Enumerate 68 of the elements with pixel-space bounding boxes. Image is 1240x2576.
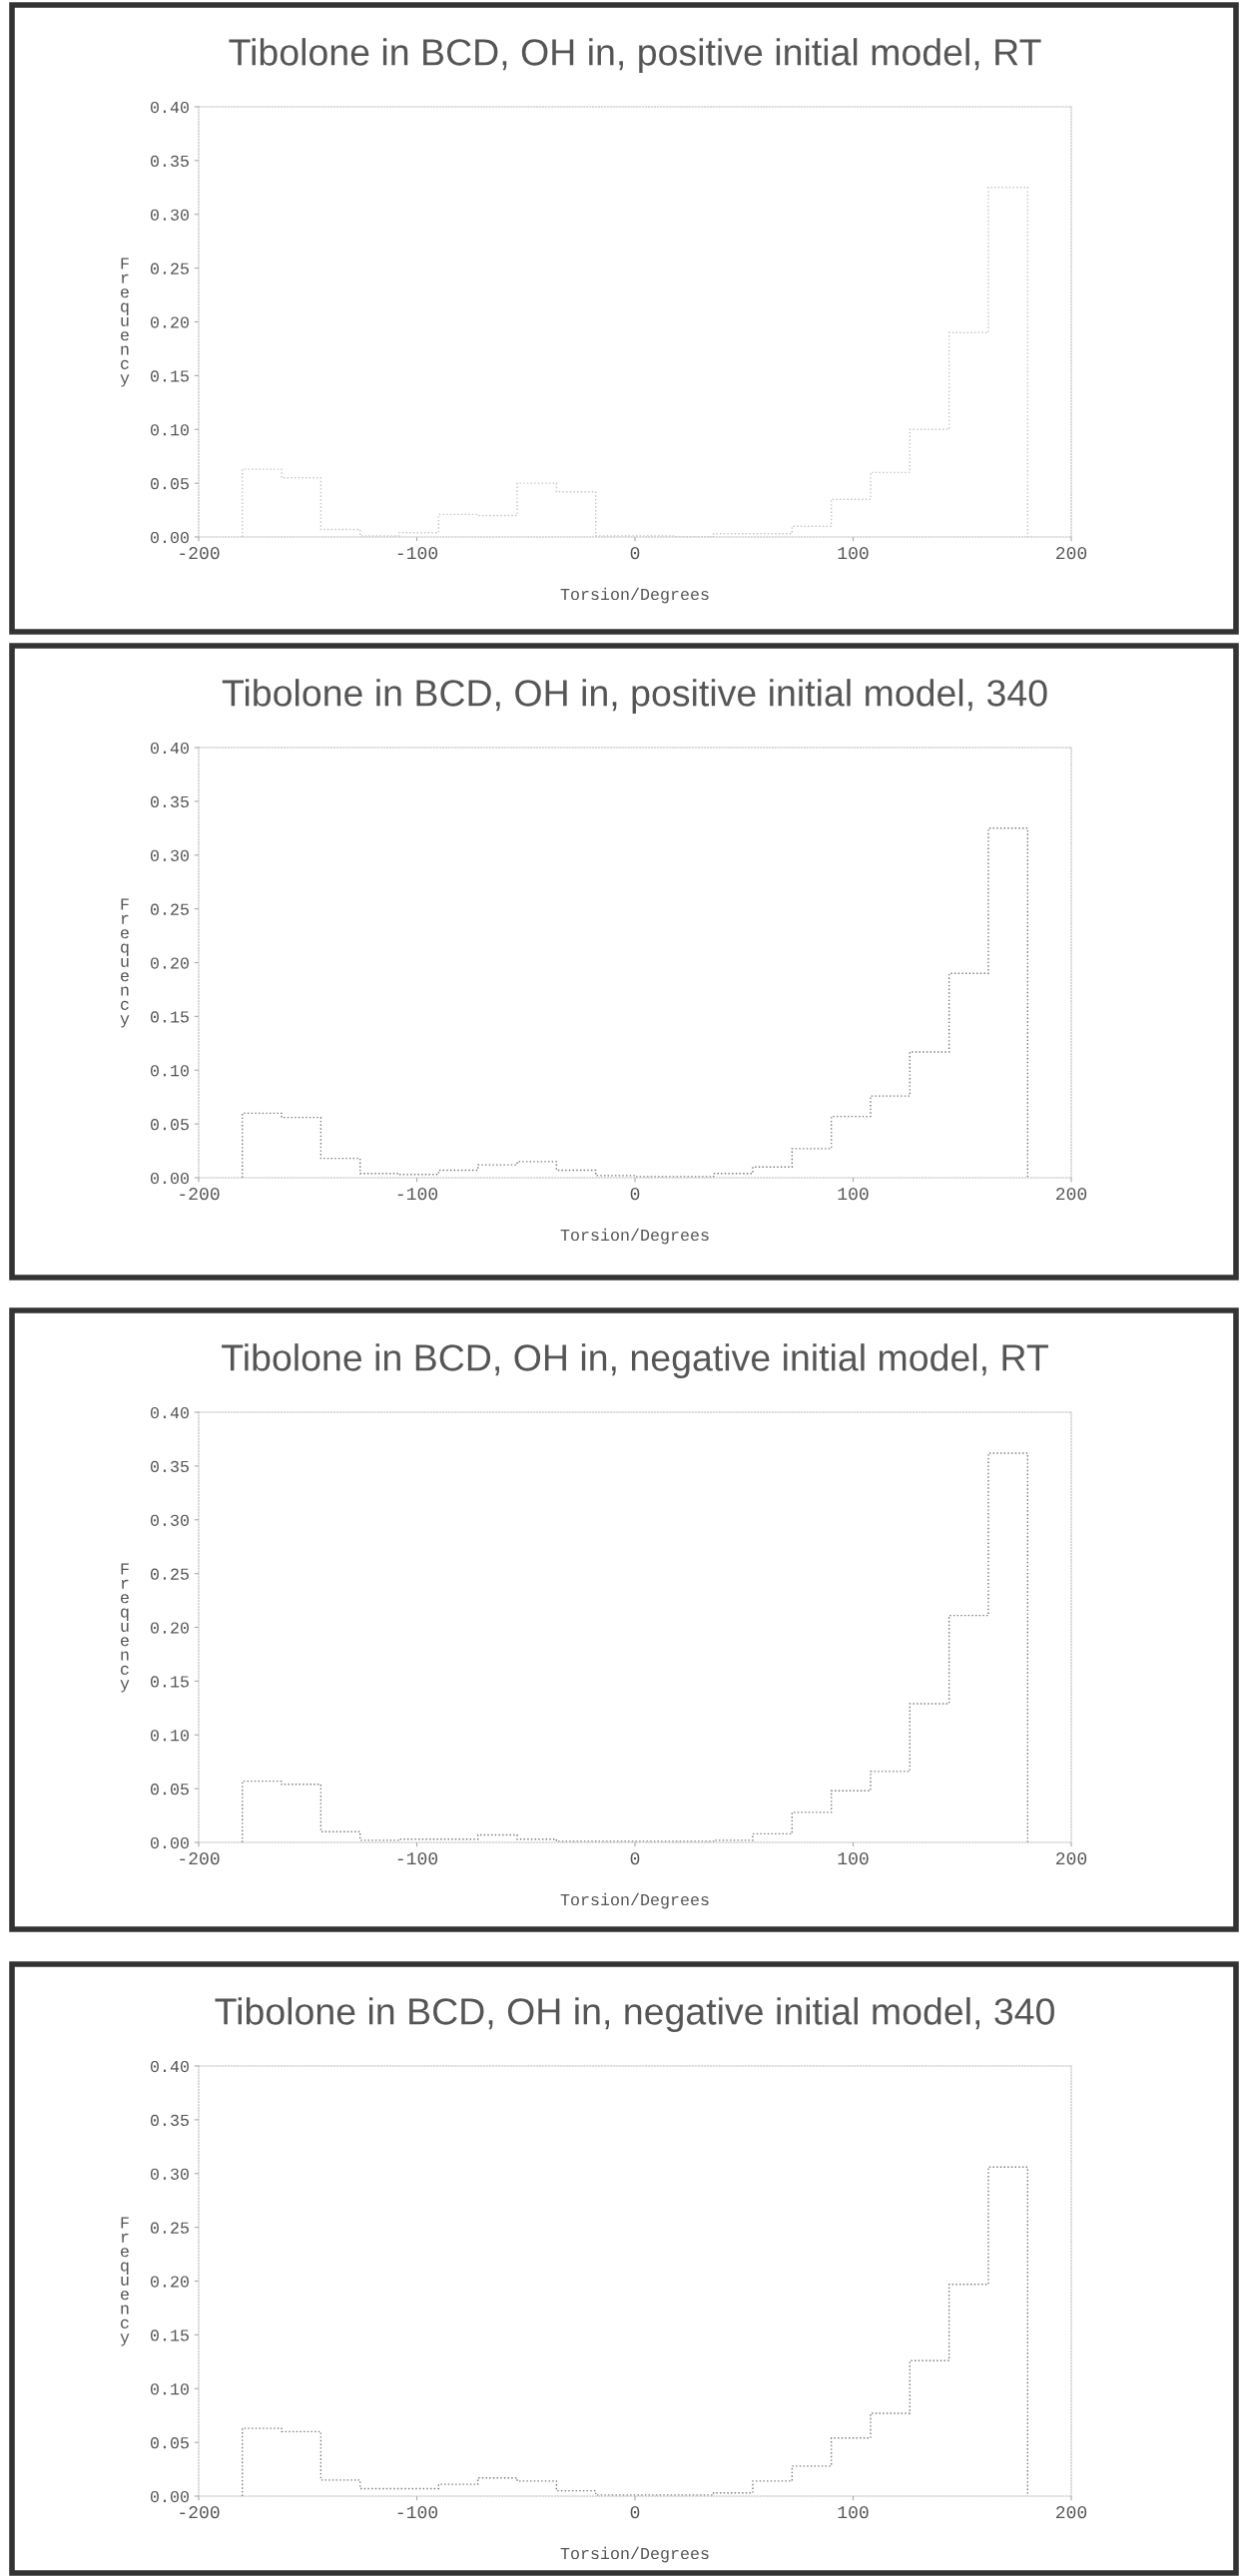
y-tick-label: 0.35 <box>150 795 189 808</box>
x-tick-label: 200 <box>1056 1852 1087 1865</box>
x-axis-title: Torsion/Degrees <box>560 587 709 604</box>
x-tick-label: 100 <box>838 1852 869 1865</box>
y-tick-label: 0.35 <box>150 155 189 168</box>
y-tick-label: 0.30 <box>150 1514 189 1526</box>
y-tick-label: 0.10 <box>150 424 189 436</box>
y-tick-label: 0.40 <box>150 101 189 114</box>
x-tick-label: 200 <box>1056 2506 1087 2519</box>
x-tick-label: 0 <box>630 1852 640 1865</box>
y-tick-label: 0.25 <box>150 903 189 915</box>
y-tick-label: 0.15 <box>150 2329 189 2341</box>
x-tick-label: -100 <box>397 547 438 560</box>
text: Frequency <box>120 258 130 387</box>
y-tick-label: 0.25 <box>150 1568 189 1580</box>
x-tick-label: -200 <box>180 1188 220 1201</box>
x-tick-label: 200 <box>1056 1188 1087 1201</box>
y-tick-label: 0.30 <box>150 849 189 861</box>
y-tick-label: 0.15 <box>150 1676 189 1688</box>
text: Frequency <box>120 2217 130 2346</box>
x-tick-label: 0 <box>630 547 640 560</box>
x-tick-label: 0 <box>630 1188 640 1201</box>
y-tick-label: 0.15 <box>150 370 189 382</box>
y-tick-label: 0.30 <box>150 2168 189 2180</box>
y-tick-label: 0.35 <box>150 2114 189 2127</box>
x-axis-title: Torsion/Degrees <box>560 1892 709 1909</box>
y-tick-label: 0.05 <box>150 478 189 490</box>
x-tick-label: -200 <box>180 547 220 560</box>
x-axis-title: Torsion/Degrees <box>560 1228 709 1245</box>
chart-title: Tibolone in BCD, OH in, negative initial model, 340 <box>215 1997 1054 2033</box>
x-axis-title: Torsion/Degrees <box>560 2546 709 2563</box>
y-tick-label: 0.40 <box>150 1406 189 1419</box>
chart-title: Tibolone in BCD, OH in, positive initial model, RT <box>229 38 1041 74</box>
chart-title: Tibolone in BCD, OH in, negative initial model, RT <box>222 1343 1048 1379</box>
y-tick-label: 0.40 <box>150 2060 189 2073</box>
y-tick-label: 0.05 <box>150 1784 189 1796</box>
x-tick-label: 100 <box>838 547 869 560</box>
y-tick-label: 0.10 <box>150 1730 189 1742</box>
y-tick-label: 0.20 <box>150 1622 189 1634</box>
y-tick-label: 0.35 <box>150 1460 189 1473</box>
y-tick-label: 0.25 <box>150 262 189 274</box>
y-tick-label: 0.00 <box>150 531 189 544</box>
y-tick-label: 0.10 <box>150 2383 189 2395</box>
text: Frequency <box>120 898 130 1028</box>
y-tick-label: 0.20 <box>150 2276 189 2288</box>
y-tick-label: 0.30 <box>150 209 189 221</box>
y-tick-label: 0.00 <box>150 2490 189 2503</box>
y-tick-label: 0.00 <box>150 1172 189 1185</box>
y-tick-label: 0.10 <box>150 1065 189 1077</box>
y-tick-label: 0.40 <box>150 742 189 755</box>
x-tick-label: -200 <box>180 1852 220 1865</box>
y-tick-label: 0.20 <box>150 957 189 969</box>
x-tick-label: 100 <box>838 2506 869 2519</box>
x-tick-label: -100 <box>397 1852 438 1865</box>
x-tick-label: 0 <box>630 2506 640 2519</box>
x-tick-label: 200 <box>1056 547 1087 560</box>
x-tick-label: 100 <box>838 1188 869 1201</box>
text: Frequency <box>120 1563 130 1693</box>
y-tick-label: 0.05 <box>150 1119 189 1131</box>
y-tick-label: 0.00 <box>150 1836 189 1849</box>
y-tick-label: 0.05 <box>150 2437 189 2449</box>
y-tick-label: 0.15 <box>150 1011 189 1023</box>
x-tick-label: -200 <box>180 2506 220 2519</box>
x-tick-label: -100 <box>397 1188 438 1201</box>
x-tick-label: -100 <box>397 2506 438 2519</box>
y-tick-label: 0.20 <box>150 316 189 328</box>
y-tick-label: 0.25 <box>150 2222 189 2234</box>
chart-title: Tibolone in BCD, OH in, positive initial model, 340 <box>222 679 1047 715</box>
